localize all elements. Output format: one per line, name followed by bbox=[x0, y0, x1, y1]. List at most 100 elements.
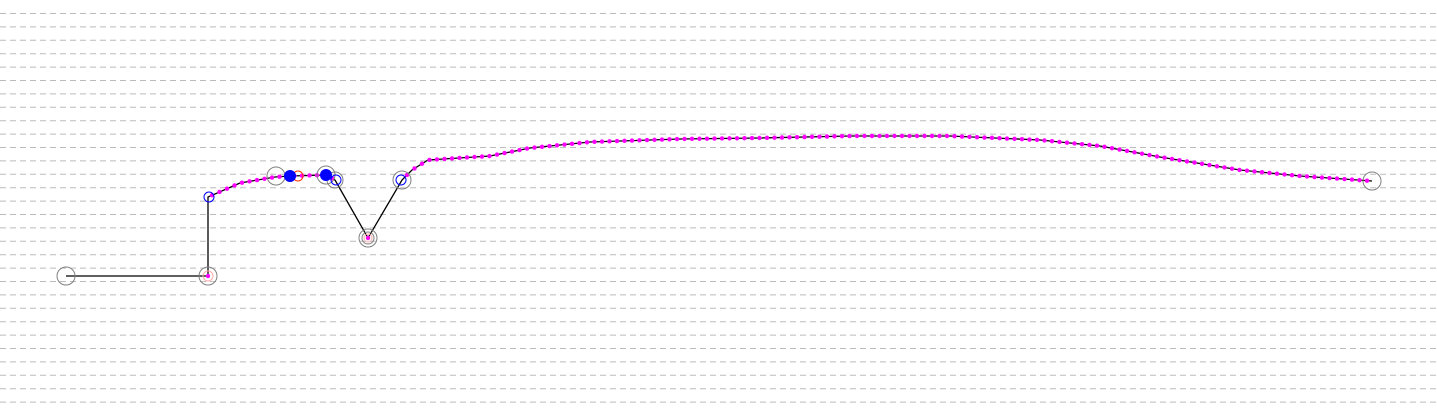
sample-dot bbox=[299, 173, 305, 178]
sample-dot bbox=[824, 134, 830, 139]
sample-dot bbox=[1094, 143, 1100, 148]
sample-dot bbox=[1132, 150, 1137, 155]
sample-dot bbox=[757, 135, 762, 141]
sample-dot bbox=[442, 156, 447, 162]
sample-dot bbox=[547, 143, 552, 149]
sample-dot bbox=[532, 145, 537, 150]
sample-dot bbox=[224, 186, 230, 191]
sample-dot bbox=[217, 189, 222, 195]
waypoint-markers bbox=[56, 165, 1382, 286]
sample-dot bbox=[599, 139, 605, 144]
sample-dot bbox=[1297, 173, 1302, 179]
sample-dot bbox=[494, 152, 500, 157]
sample-dot bbox=[809, 134, 815, 140]
sample-dot bbox=[1327, 175, 1332, 181]
sample-dot bbox=[779, 135, 785, 140]
waypoint-ring bbox=[361, 231, 375, 245]
sample-dot bbox=[1274, 171, 1280, 176]
sample-dot bbox=[802, 134, 807, 140]
sample-dot bbox=[929, 133, 935, 139]
sample-dot bbox=[914, 133, 920, 139]
sample-dot bbox=[772, 135, 777, 140]
sample-dot bbox=[1177, 157, 1182, 163]
sample-dot bbox=[869, 133, 875, 139]
sample-dot bbox=[1259, 170, 1265, 175]
waypoint-inner-ring bbox=[363, 233, 373, 243]
sample-dot bbox=[794, 134, 800, 140]
sample-dot bbox=[1012, 136, 1017, 142]
sample-dot bbox=[1289, 173, 1295, 178]
sample-dot bbox=[689, 136, 695, 142]
sample-dot bbox=[944, 133, 950, 139]
waypoint-inner-ring bbox=[330, 174, 342, 186]
waypoint-ring bbox=[392, 170, 412, 190]
sample-dot bbox=[1087, 142, 1092, 148]
sample-dot bbox=[839, 133, 845, 139]
sample-dot bbox=[1042, 138, 1047, 143]
sample-dot bbox=[412, 166, 417, 171]
sample-dot bbox=[974, 135, 980, 140]
sample-dot bbox=[989, 135, 995, 141]
sample-dot bbox=[1237, 167, 1242, 173]
sample-dot bbox=[419, 161, 425, 166]
sample-dot bbox=[607, 139, 612, 144]
sample-dot bbox=[365, 235, 371, 241]
sample-dot bbox=[1064, 140, 1070, 145]
sample-dot bbox=[1072, 141, 1077, 146]
sample-dot bbox=[509, 149, 515, 154]
sample-dot bbox=[997, 136, 1002, 141]
sample-dot bbox=[704, 136, 710, 141]
sample-dot bbox=[644, 137, 650, 143]
sample-dot bbox=[847, 133, 852, 139]
sample-dot bbox=[1057, 139, 1062, 145]
sample-dot bbox=[1049, 139, 1055, 144]
sample-dot bbox=[205, 273, 211, 279]
sample-dot bbox=[674, 136, 680, 142]
sample-dot bbox=[1147, 152, 1152, 158]
sample-dot bbox=[262, 176, 267, 181]
sample-dot bbox=[622, 138, 627, 144]
highlight-dot bbox=[320, 169, 332, 181]
waypoint-ring bbox=[198, 266, 218, 286]
sample-dot bbox=[727, 136, 732, 141]
sample-dot bbox=[1019, 137, 1025, 142]
sample-dot bbox=[682, 136, 687, 142]
sample-dot bbox=[1364, 178, 1370, 183]
sample-dot bbox=[652, 137, 657, 143]
sample-dot bbox=[1102, 144, 1107, 150]
sample-dot bbox=[637, 138, 642, 143]
highlight-dot bbox=[284, 170, 296, 182]
sample-dot bbox=[877, 133, 882, 139]
sample-dot bbox=[254, 177, 260, 183]
sample-dot bbox=[1304, 174, 1310, 179]
sample-dot bbox=[1334, 176, 1340, 181]
sample-dot bbox=[457, 155, 462, 161]
sample-dot bbox=[1192, 160, 1197, 165]
sample-dot bbox=[1154, 154, 1160, 159]
sample-dot bbox=[734, 136, 740, 141]
sample-dot bbox=[479, 154, 485, 159]
waypoint-inner-ring bbox=[203, 191, 215, 203]
sample-dot bbox=[712, 136, 717, 141]
sample-dot bbox=[1357, 177, 1362, 183]
sample-dot bbox=[959, 134, 965, 139]
sample-dot bbox=[1282, 172, 1287, 177]
sample-dot bbox=[1109, 146, 1115, 151]
sample-dot bbox=[427, 157, 432, 163]
sample-dot bbox=[1252, 169, 1257, 174]
sample-dot bbox=[884, 133, 890, 139]
sample-dot bbox=[697, 136, 702, 141]
sample-dot bbox=[1312, 174, 1317, 180]
sample-dot bbox=[592, 139, 597, 145]
sample-dot bbox=[667, 137, 672, 142]
sample-dot bbox=[832, 134, 837, 139]
sample-dot bbox=[434, 157, 440, 162]
sample-dot bbox=[1199, 161, 1205, 167]
sample-dot bbox=[502, 150, 507, 156]
sample-dot bbox=[1034, 137, 1040, 143]
waypoint-ring bbox=[358, 228, 378, 248]
sample-dot bbox=[899, 133, 905, 139]
sample-dot bbox=[907, 133, 912, 139]
sample-dot bbox=[487, 153, 492, 159]
